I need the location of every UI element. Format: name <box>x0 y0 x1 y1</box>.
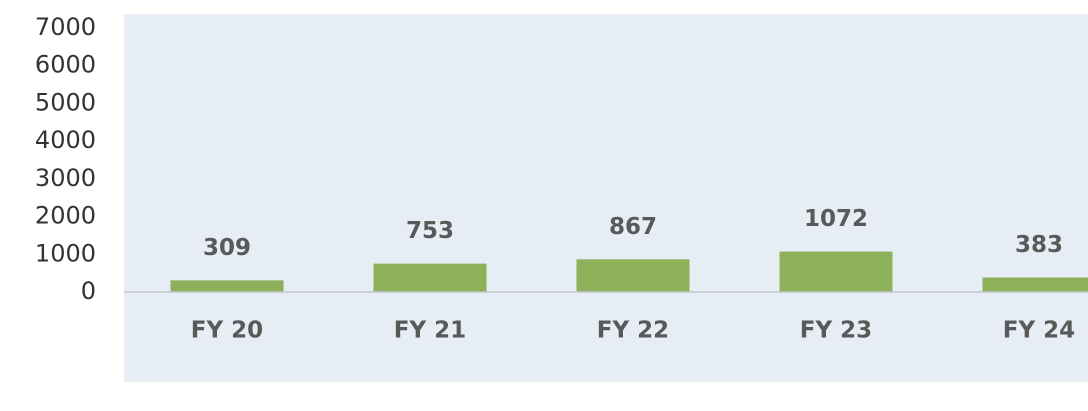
plot-background <box>124 14 1088 382</box>
bar <box>779 251 893 292</box>
data-label: 867 <box>609 214 657 240</box>
y-tick-label: 3000 <box>35 164 96 192</box>
x-tick-label: FY 23 <box>800 318 872 344</box>
bar <box>576 259 690 292</box>
y-tick-label: 1000 <box>35 239 96 267</box>
bar <box>170 280 284 292</box>
x-tick-label: FY 22 <box>597 318 669 344</box>
x-tick-label: FY 24 <box>1003 318 1075 344</box>
x-tick-label: FY 20 <box>191 318 263 344</box>
data-label: 309 <box>203 235 251 261</box>
y-tick-label: 0 <box>81 277 96 305</box>
y-tick-label: 6000 <box>35 51 96 79</box>
y-tick-label: 5000 <box>35 88 96 116</box>
data-label: 1072 <box>804 206 868 232</box>
bar <box>373 263 487 292</box>
data-label: 753 <box>406 218 454 244</box>
data-label: 383 <box>1015 232 1063 258</box>
y-tick-label: 2000 <box>35 202 96 230</box>
x-tick-label: FY 21 <box>394 318 466 344</box>
y-tick-label: 4000 <box>35 126 96 154</box>
bar <box>982 277 1088 292</box>
y-tick-label: 7000 <box>35 13 96 41</box>
